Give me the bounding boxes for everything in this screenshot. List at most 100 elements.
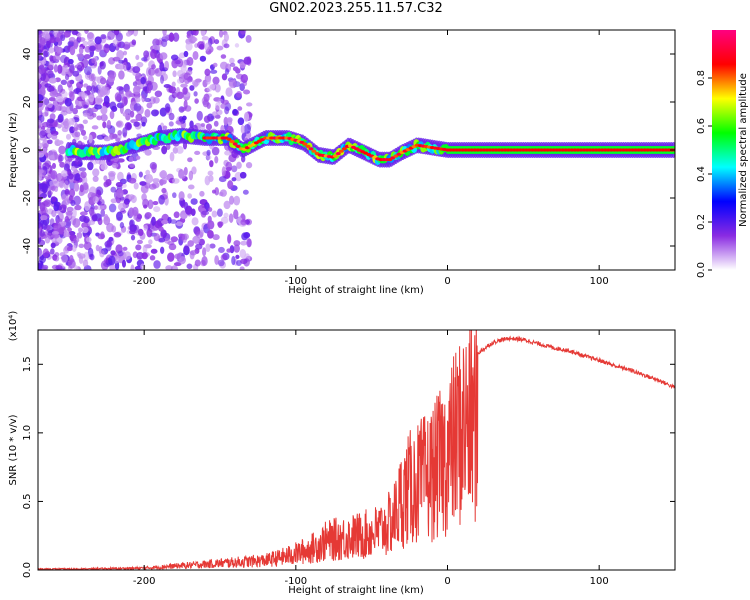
noise-cell (229, 195, 235, 205)
noise-cell (221, 73, 228, 81)
noise-cell (186, 56, 194, 66)
noise-cell (141, 121, 146, 127)
noise-cell (47, 102, 53, 108)
y-tick-label: 40 (22, 48, 33, 61)
spectrogram-x-ticks: -200 -100 0 100 (133, 30, 609, 287)
noise-cell (104, 240, 113, 248)
noise-cell (77, 37, 86, 42)
noise-cell (129, 163, 136, 168)
noise-cell (60, 90, 68, 98)
noise-cell (51, 162, 56, 170)
noise-cell (194, 150, 201, 156)
ridge-peak (332, 154, 338, 158)
noise-cell (151, 109, 159, 117)
chart-title: GN02.2023.255.11.57.C32 (269, 1, 443, 16)
noise-cell (88, 94, 95, 103)
noise-cell (85, 236, 92, 243)
noise-cell (78, 46, 84, 55)
noise-cell (159, 52, 168, 60)
noise-cell (60, 34, 66, 42)
noise-cell (245, 161, 253, 169)
noise-cell (138, 171, 143, 178)
spectrogram-x-label: Height of straight line (km) (288, 285, 424, 296)
noise-cell (72, 107, 78, 115)
noise-cell (111, 162, 119, 169)
noise-cell (231, 165, 238, 173)
noise-cell (83, 66, 92, 76)
noise-cell (115, 137, 121, 142)
noise-cell (161, 219, 169, 225)
noise-cell (59, 54, 68, 64)
colorbar-gradient (712, 30, 736, 270)
noise-cell (125, 31, 132, 37)
noise-cell (53, 225, 59, 232)
noise-cell (44, 234, 51, 244)
noise-cell (71, 30, 78, 36)
noise-cell (183, 50, 189, 58)
noise-cell (38, 152, 45, 158)
snr-x-ticks: -200 -100 0 100 (133, 330, 609, 587)
noise-cell (72, 218, 81, 228)
noise-cell (73, 39, 79, 50)
y-tick-label: 0 (22, 147, 33, 153)
noise-cell (117, 64, 125, 70)
noise-cell (162, 125, 168, 130)
noise-cell (164, 238, 171, 244)
noise-cell (63, 30, 71, 38)
noise-cell (135, 54, 140, 60)
noise-cell (152, 44, 161, 51)
noise-cell (236, 161, 242, 170)
noise-cell (207, 220, 215, 230)
noise-cell (200, 122, 206, 128)
noise-cell (180, 83, 188, 88)
noise-cell (155, 39, 163, 46)
ridge-peak (338, 149, 344, 153)
noise-cell (39, 130, 47, 139)
noise-cell (39, 230, 45, 237)
noise-cell (132, 206, 139, 216)
noise-cell (61, 254, 68, 263)
noise-cell (106, 119, 112, 129)
noise-cell (100, 113, 108, 122)
noise-cell (48, 77, 57, 84)
noise-cell (54, 138, 61, 147)
noise-cell (226, 117, 233, 123)
noise-cell (172, 32, 180, 42)
noise-cell (67, 259, 76, 269)
noise-cell (131, 39, 137, 46)
noise-cell (38, 99, 44, 108)
noise-cell (71, 244, 77, 252)
noise-cell (55, 46, 63, 54)
noise-cell (192, 50, 199, 60)
noise-cell (214, 83, 221, 93)
noise-cell (163, 83, 171, 89)
noise-cell (54, 252, 60, 257)
noise-cell (178, 171, 186, 179)
noise-cell (99, 61, 104, 67)
y-tick-label: 0.5 (22, 493, 33, 509)
noise-cell (45, 128, 51, 134)
noise-cell (96, 134, 105, 140)
noise-cell (146, 84, 152, 94)
noise-cell (211, 146, 220, 156)
noise-cell (227, 234, 232, 244)
snr-series-line (38, 330, 675, 570)
noise-cell (49, 90, 57, 97)
noise-cell (205, 123, 213, 131)
noise-cell (139, 181, 147, 186)
noise-cell (151, 163, 157, 174)
noise-cell (121, 259, 127, 268)
noise-cell (220, 216, 229, 224)
noise-cell (129, 110, 135, 118)
noise-cell (113, 30, 120, 36)
x-tick-label: 100 (590, 276, 609, 287)
noise-cell (43, 50, 48, 58)
noise-cell (213, 39, 220, 45)
noise-cell (220, 54, 227, 59)
noise-cell (72, 207, 77, 218)
noise-cell (141, 193, 147, 202)
noise-cell (95, 244, 100, 252)
noise-cell (205, 243, 211, 252)
noise-cell (214, 255, 220, 265)
y-tick-label: -20 (22, 190, 33, 206)
